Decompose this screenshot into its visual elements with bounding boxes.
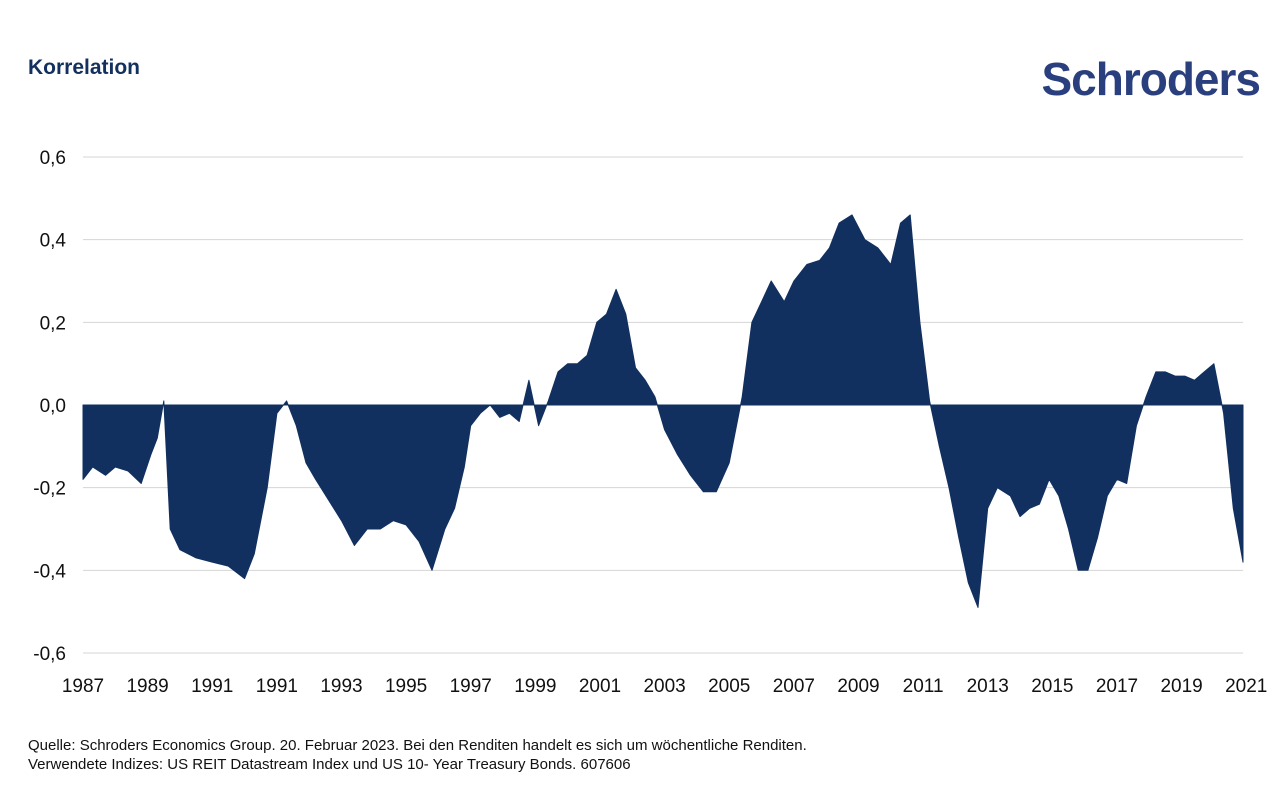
x-tick-label: 1987	[62, 676, 104, 697]
x-tick-label: 2009	[837, 676, 879, 697]
footnote: Quelle: Schroders Economics Group. 20. F…	[28, 736, 807, 774]
footnote-indices: Verwendete Indizes: US REIT Datastream I…	[28, 756, 631, 773]
y-tick-label: 0,2	[40, 313, 66, 334]
x-tick-label: 2013	[967, 676, 1009, 697]
x-axis-tick-labels: 1987 1989 1991 1991 1993 1995 1997 1999 2001 2003…	[62, 676, 1268, 697]
brand-logo: Schroders	[1041, 53, 1261, 105]
x-tick-label: 1993	[320, 676, 362, 697]
y-axis-tick-labels: 0,6 0,4 0,2 0,0 -0,2 -0,4 -0,6	[33, 148, 66, 665]
x-tick-label: 2017	[1096, 676, 1138, 697]
x-tick-label: 2007	[773, 676, 815, 697]
x-tick-label: 2011	[903, 676, 944, 697]
area-series	[82, 214, 1244, 608]
y-tick-label: 0,6	[40, 148, 66, 169]
x-tick-label: 1995	[385, 676, 427, 697]
y-tick-label: 0,4	[40, 231, 67, 252]
x-tick-label: 1991	[191, 676, 233, 697]
x-tick-label: 1997	[450, 676, 492, 697]
x-tick-label: 2001	[579, 676, 621, 697]
y-tick-label: -0,4	[33, 561, 66, 582]
footnote-source: Quelle: Schroders Economics Group. 20. F…	[28, 737, 807, 754]
x-tick-label: 1999	[514, 676, 556, 697]
area-series-path-0	[82, 214, 1244, 608]
y-tick-label: -0,2	[33, 479, 66, 500]
chart-title: Korrelation	[28, 56, 141, 79]
x-tick-label: 1991	[256, 676, 298, 697]
x-tick-label: 2005	[708, 676, 750, 697]
y-tick-label: 0,0	[40, 396, 66, 417]
x-tick-label: 2015	[1031, 676, 1073, 697]
x-tick-label: 2019	[1160, 676, 1202, 697]
x-tick-label: 1989	[126, 676, 168, 697]
y-tick-label: -0,6	[33, 644, 66, 665]
x-tick-label: 2003	[643, 676, 685, 697]
x-tick-label: 2021	[1225, 676, 1267, 697]
